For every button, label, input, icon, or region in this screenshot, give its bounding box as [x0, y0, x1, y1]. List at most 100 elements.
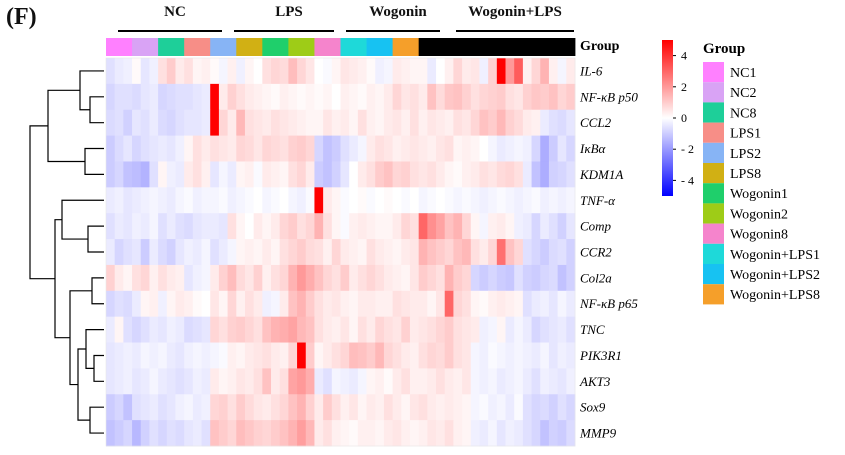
dendrogram-branch [29, 125, 55, 280]
heatmap-cell [401, 109, 411, 136]
heatmap-cell [279, 290, 289, 318]
annotation-cell [184, 38, 211, 56]
heatmap-cell [444, 239, 454, 266]
heatmap-cell [192, 394, 202, 421]
heatmap-cell [357, 264, 367, 292]
heatmap-cell [184, 368, 194, 395]
heatmap-cell [349, 420, 359, 447]
heatmap-cell [462, 316, 472, 343]
heatmap-cell [331, 394, 341, 421]
heatmap-cell [383, 83, 394, 111]
heatmap-cell [132, 83, 142, 111]
heatmap-cell [479, 420, 489, 447]
heatmap-cell [158, 420, 168, 447]
heatmap-cell [271, 316, 281, 343]
heatmap-cell [149, 239, 159, 266]
heatmap-cell [444, 135, 454, 162]
row-label: PIK3R1 [579, 348, 622, 363]
heatmap-cell [514, 420, 524, 447]
heatmap-cell [114, 264, 124, 292]
heatmap-cell [401, 290, 411, 318]
heatmap-cell [540, 342, 550, 369]
legend-swatch [703, 203, 724, 224]
heatmap-cell [548, 239, 559, 266]
heatmap-cell [166, 368, 176, 395]
heatmap-cell [288, 239, 298, 266]
heatmap-cell [305, 239, 315, 266]
heatmap-cell [114, 316, 124, 343]
heatmap-cell [401, 368, 411, 395]
heatmap-cell [548, 394, 559, 421]
heatmap-cell [392, 161, 402, 188]
heatmap-cell [409, 420, 420, 447]
heatmap-cell [305, 135, 315, 162]
heatmap-cell [531, 264, 541, 292]
heatmap-cell [114, 239, 124, 266]
heatmap-cell [470, 264, 480, 292]
heatmap-cell [557, 83, 567, 111]
heatmap-cell [540, 213, 550, 240]
heatmap-cell [106, 316, 116, 343]
heatmap-cell [375, 58, 385, 85]
heatmap-cell [149, 213, 159, 240]
heatmap-cell [444, 368, 454, 395]
heatmap-cell [123, 213, 133, 240]
heatmap-cell [566, 342, 576, 369]
heatmap-cell [288, 290, 298, 318]
heatmap-cell [514, 213, 524, 240]
heatmap-cell [514, 368, 524, 395]
heatmap-cell [522, 135, 532, 162]
heatmap-cell [462, 394, 472, 421]
legend-swatch [703, 62, 724, 83]
heatmap-cell [244, 239, 255, 266]
annotation-cell [470, 38, 498, 56]
heatmap-cell [357, 213, 367, 240]
heatmap-cell [392, 420, 402, 447]
heatmap-cell [514, 264, 524, 292]
heatmap-cell [140, 58, 150, 85]
heatmap-cell [210, 394, 220, 421]
heatmap-cell [479, 264, 489, 292]
heatmap-cell [192, 213, 202, 240]
heatmap-cell [210, 239, 220, 266]
heatmap-cell [140, 420, 150, 447]
heatmap-cell [158, 394, 168, 421]
heatmap-cell [210, 213, 220, 240]
heatmap-cell [566, 290, 576, 318]
heatmap-cell [184, 161, 194, 188]
heatmap-cell [479, 290, 489, 318]
heatmap-cell [244, 58, 255, 85]
heatmap-cell [253, 342, 263, 369]
dendrogram-branch [77, 348, 90, 421]
heatmap-cell [253, 290, 263, 318]
heatmap-cell [557, 290, 567, 318]
heatmap-cell [540, 187, 550, 214]
heatmap-cell [140, 161, 150, 188]
heatmap-cell [331, 239, 341, 266]
heatmap-cell [479, 342, 489, 369]
heatmap-cell [488, 213, 498, 240]
heatmap-cell [166, 420, 176, 447]
dendrogram-branch [91, 277, 104, 305]
heatmap-cell [522, 187, 532, 214]
heatmap-cell [253, 239, 263, 266]
heatmap-cell [166, 239, 176, 266]
heatmap-cell [444, 420, 454, 447]
heatmap-cell [427, 342, 437, 369]
heatmap-cell [114, 58, 124, 85]
heatmap-cell [210, 161, 220, 188]
heatmap-cell [288, 368, 298, 395]
heatmap-cell [566, 316, 576, 343]
heatmap-cell [201, 161, 211, 188]
heatmap-cell [383, 161, 394, 188]
heatmap-cell [106, 420, 116, 447]
heatmap-cell [357, 161, 367, 188]
heatmap-cell [453, 368, 463, 395]
heatmap-cell [375, 109, 385, 136]
heatmap-cell [514, 83, 524, 111]
heatmap-cell [340, 342, 350, 369]
heatmap-cell [218, 83, 228, 111]
heatmap-cell [453, 316, 463, 343]
heatmap-cell [357, 420, 367, 447]
heatmap-cell [210, 187, 220, 214]
